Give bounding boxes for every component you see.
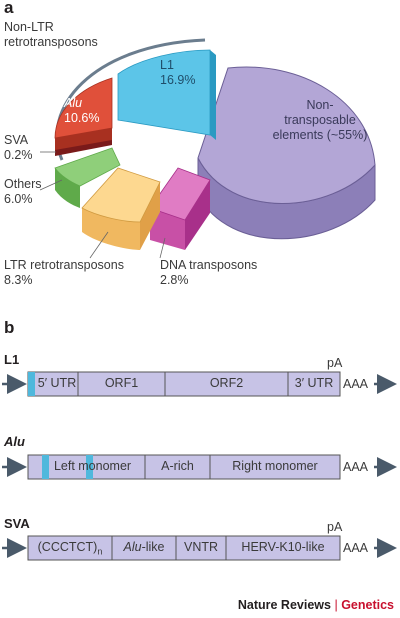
sva-vntr: VNTR xyxy=(183,540,219,554)
dna-transposons-slice-side xyxy=(150,208,185,250)
alu-a-rich: A-rich xyxy=(161,459,194,473)
alu-right-monomer: Right monomer xyxy=(232,459,318,473)
l1-title: L1 xyxy=(4,352,20,367)
alu-body xyxy=(27,454,341,480)
alu-marker-1 xyxy=(42,455,49,479)
l1-slice-side xyxy=(210,50,216,140)
l1-pa: pA xyxy=(327,356,343,370)
ltr-leader xyxy=(89,231,109,259)
alu-title: Alu xyxy=(4,434,25,449)
non-transposable-slice xyxy=(197,66,376,204)
ltr-slice-front xyxy=(140,182,160,250)
sva-label: SVA 0.2% xyxy=(4,133,33,162)
non-transposable-label: Non- transposable elements (~55%) xyxy=(272,98,368,142)
sva-tail: AAA xyxy=(343,541,369,555)
l1-orf2: ORF2 xyxy=(209,376,244,390)
sva-herv: HERV-K10-like xyxy=(241,540,325,554)
panel-b-letter: b xyxy=(4,318,15,337)
dna-transposons-slice xyxy=(149,167,211,221)
others-label: Others 6.0% xyxy=(4,177,42,206)
sva-alu-like: Alu-like xyxy=(123,540,165,554)
journal-footer: Nature Reviews | Genetics xyxy=(237,598,394,612)
alu-tail: AAA xyxy=(343,460,369,474)
ltr-slice xyxy=(81,167,161,223)
alu-marker-2 xyxy=(86,455,93,479)
sva-pa: pA xyxy=(327,520,343,534)
dna-transposons-label: DNA transposons 2.8% xyxy=(160,258,258,287)
sva-body xyxy=(27,535,341,561)
alu-label: Alu 10.6% xyxy=(64,96,100,125)
panel-a-letter: a xyxy=(4,0,14,17)
dna-transposons-slice-front xyxy=(185,180,210,250)
l1-5utr-marker xyxy=(28,372,35,396)
pie-chart xyxy=(39,38,376,259)
alu-slice xyxy=(54,77,113,139)
others-slice-side xyxy=(55,168,80,208)
others-slice xyxy=(54,147,121,187)
l1-slice xyxy=(117,49,211,136)
alu-slice-side xyxy=(55,128,112,150)
l1-label: L1 16.9% xyxy=(160,58,196,87)
non-ltr-label: Non-LTR retrotransposons xyxy=(4,20,98,49)
l1-tail: AAA xyxy=(343,377,369,391)
sva-cccttct: (CCCTCT)n xyxy=(37,540,103,557)
dna-leader xyxy=(159,237,166,259)
ltr-label: LTR retrotransposons 8.3% xyxy=(4,258,124,287)
l1-orf1: ORF1 xyxy=(104,376,139,390)
others-leader xyxy=(39,179,63,191)
l1-3utr: 3′ UTR xyxy=(294,376,334,390)
alu-left-monomer: Left monomer xyxy=(53,459,132,473)
l1-5utr: 5′ UTR xyxy=(37,376,77,390)
sva-title: SVA xyxy=(4,516,30,531)
